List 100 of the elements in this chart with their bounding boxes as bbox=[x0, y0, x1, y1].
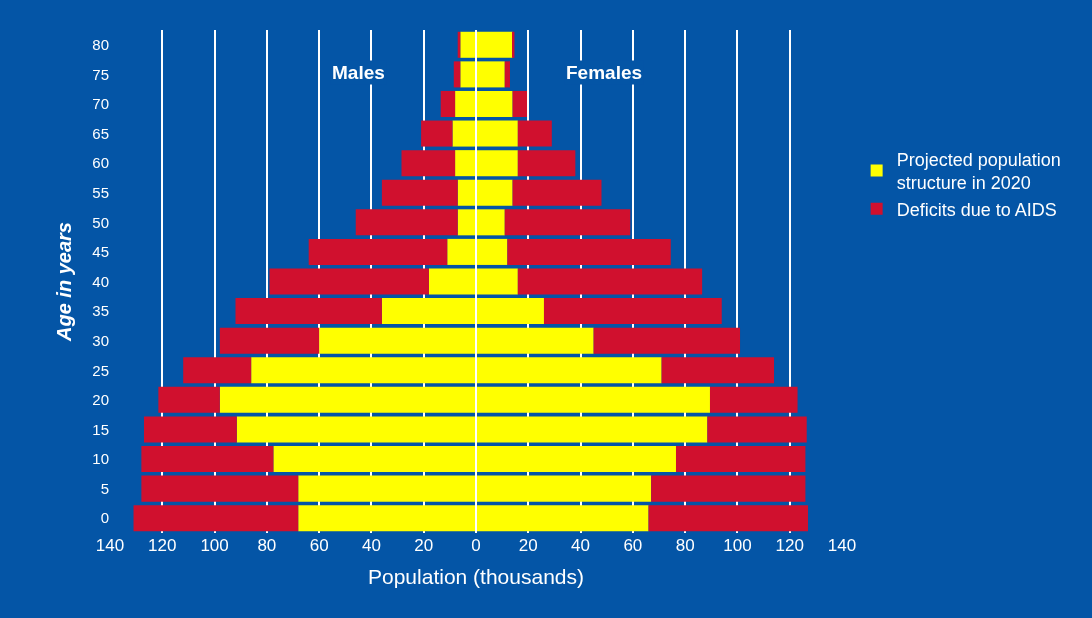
bar bbox=[447, 238, 476, 265]
bar bbox=[235, 298, 382, 325]
bar bbox=[476, 475, 652, 502]
x-tick-label: 60 bbox=[309, 536, 329, 555]
bar bbox=[269, 268, 429, 295]
bar bbox=[504, 209, 631, 236]
bar bbox=[273, 446, 476, 473]
bar bbox=[143, 416, 237, 443]
bar bbox=[381, 298, 476, 325]
annotation: Males bbox=[332, 62, 385, 83]
bar bbox=[709, 386, 798, 413]
y-tick-label: 30 bbox=[92, 331, 109, 349]
bar bbox=[476, 179, 513, 206]
x-tick-label: 120 bbox=[148, 536, 177, 555]
bar bbox=[517, 268, 703, 295]
bar bbox=[507, 238, 671, 265]
bar bbox=[512, 179, 602, 206]
y-tick-label: 70 bbox=[92, 95, 109, 113]
bar bbox=[476, 446, 676, 473]
bar bbox=[236, 416, 476, 443]
bar bbox=[428, 268, 476, 295]
y-axis-title: Age in years bbox=[52, 222, 75, 342]
bar bbox=[158, 386, 220, 413]
y-tick-label: 10 bbox=[92, 450, 109, 468]
x-tick-label: 80 bbox=[675, 536, 695, 555]
y-tick-label: 60 bbox=[92, 154, 109, 172]
bar bbox=[298, 475, 476, 502]
bar bbox=[455, 90, 476, 117]
y-tick-label: 55 bbox=[92, 183, 109, 201]
bar bbox=[651, 475, 806, 502]
bar bbox=[476, 61, 505, 88]
bar bbox=[455, 150, 476, 177]
x-tick-label: 60 bbox=[623, 536, 643, 555]
bar bbox=[476, 31, 513, 58]
y-tick-label: 80 bbox=[92, 36, 109, 54]
bar bbox=[476, 505, 649, 532]
y-tick-label: 65 bbox=[92, 124, 109, 142]
annotation: Females bbox=[566, 62, 643, 83]
bar bbox=[593, 327, 741, 354]
bar bbox=[421, 120, 453, 147]
bar bbox=[476, 327, 594, 354]
bar bbox=[476, 238, 508, 265]
x-tick-label: 40 bbox=[361, 536, 381, 555]
x-tick-label: 80 bbox=[257, 536, 277, 555]
bar bbox=[675, 446, 806, 473]
x-tick-label: 100 bbox=[723, 536, 752, 555]
bar bbox=[476, 90, 513, 117]
bar bbox=[476, 268, 518, 295]
bar bbox=[308, 238, 448, 265]
bar bbox=[457, 179, 476, 206]
legend-label: Projected population structure in 2020 bbox=[896, 149, 1061, 194]
y-tick-label: 15 bbox=[92, 420, 109, 438]
bar bbox=[476, 357, 662, 384]
x-tick-label: 140 bbox=[827, 536, 857, 555]
bar bbox=[476, 209, 505, 236]
bar bbox=[452, 120, 476, 147]
bar bbox=[355, 209, 458, 236]
bar bbox=[476, 298, 544, 325]
bar bbox=[460, 31, 476, 58]
bar bbox=[661, 357, 775, 384]
bar bbox=[517, 120, 552, 147]
y-tick-label: 45 bbox=[92, 243, 109, 261]
bar bbox=[319, 327, 476, 354]
y-tick-label: 40 bbox=[92, 272, 109, 290]
legend-label: Deficits due to AIDS bbox=[896, 199, 1057, 220]
x-tick-label: 0 bbox=[471, 536, 481, 555]
bar bbox=[440, 90, 456, 117]
y-tick-label: 75 bbox=[92, 65, 109, 83]
bar bbox=[648, 505, 809, 532]
bar bbox=[476, 416, 708, 443]
bar bbox=[401, 150, 456, 177]
bar bbox=[183, 357, 252, 384]
bar bbox=[460, 61, 476, 88]
y-tick-label: 25 bbox=[92, 361, 109, 379]
x-tick-label: 100 bbox=[200, 536, 229, 555]
y-tick-label: 5 bbox=[100, 479, 109, 497]
bar bbox=[141, 446, 274, 473]
bar bbox=[453, 61, 461, 88]
bar bbox=[504, 61, 510, 88]
y-tick-label: 35 bbox=[92, 302, 109, 320]
bar bbox=[476, 150, 518, 177]
bar bbox=[476, 120, 518, 147]
y-tick-label: 50 bbox=[92, 213, 109, 231]
bar bbox=[219, 386, 476, 413]
x-tick-label: 20 bbox=[518, 536, 538, 555]
bar bbox=[381, 179, 458, 206]
bar bbox=[141, 475, 299, 502]
y-tick-label: 0 bbox=[100, 509, 109, 527]
bar bbox=[517, 150, 576, 177]
bar bbox=[219, 327, 320, 354]
bar bbox=[298, 505, 476, 532]
x-axis-title: Population (thousands) bbox=[368, 565, 584, 589]
bar bbox=[707, 416, 807, 443]
y-tick-label: 20 bbox=[92, 391, 109, 409]
bar bbox=[457, 209, 476, 236]
x-tick-label: 40 bbox=[571, 536, 591, 555]
bar bbox=[251, 357, 476, 384]
x-tick-label: 140 bbox=[95, 536, 125, 555]
bar bbox=[133, 505, 299, 532]
bar bbox=[543, 298, 722, 325]
